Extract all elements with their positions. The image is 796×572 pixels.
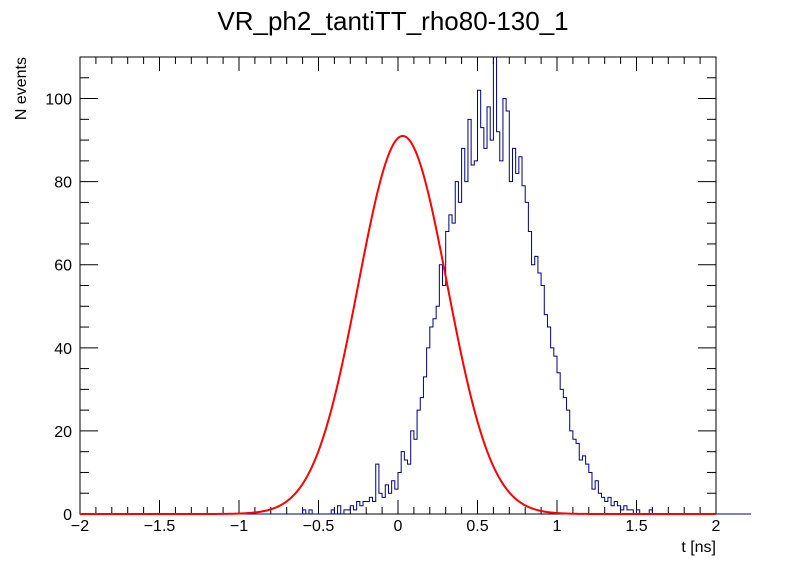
- y-tick-label: 80: [54, 175, 72, 192]
- histogram-bin: [430, 327, 433, 514]
- y-tick-label: 100: [45, 92, 72, 109]
- histogram-bin: [538, 273, 541, 514]
- histogram-bin: [353, 510, 356, 514]
- histogram-bin: [512, 148, 515, 514]
- histogram-bin: [525, 202, 528, 514]
- x-tick-label: −2: [71, 518, 89, 535]
- x-tick-label: −0.5: [303, 518, 335, 535]
- y-tick-label: 20: [54, 424, 72, 441]
- x-tick-label: 0.5: [466, 518, 488, 535]
- histogram-bin: [547, 327, 550, 514]
- axis-ticks: [79, 56, 717, 515]
- histogram-bin: [471, 165, 474, 514]
- histogram-bin: [484, 148, 487, 514]
- histogram-bin: [455, 182, 458, 514]
- histogram-bin: [541, 286, 544, 515]
- x-tick-label: 1: [553, 518, 562, 535]
- fit-curve: [80, 134, 716, 515]
- histogram-bin: [570, 431, 573, 514]
- x-tick-label: 1.5: [625, 518, 647, 535]
- x-axis-label: t [ns]: [681, 539, 716, 556]
- y-axis-label: N events: [13, 57, 30, 120]
- histogram-bin: [554, 356, 557, 514]
- histogram-bin: [532, 265, 535, 514]
- histogram-bin: [436, 306, 439, 514]
- histogram-bin: [408, 464, 411, 514]
- histogram-bin: [360, 506, 363, 514]
- histogram-bin: [433, 319, 436, 514]
- histogram-bin: [404, 460, 407, 514]
- histogram-bin: [465, 182, 468, 514]
- histogram-bin: [611, 506, 614, 514]
- x-tick-label: −1: [230, 518, 248, 535]
- histogram-bin: [481, 128, 484, 514]
- plot-frame: [79, 56, 717, 515]
- x-tick-label: −1.5: [144, 518, 176, 535]
- histogram-bin: [522, 186, 525, 514]
- histogram-bin: [516, 173, 519, 514]
- histogram-bin: [509, 182, 512, 514]
- histogram-bin: [551, 348, 554, 514]
- histogram-bin: [592, 489, 595, 514]
- y-tick-label: 60: [54, 258, 72, 275]
- histogram-bin: [573, 439, 576, 514]
- x-tick-label: 2: [712, 518, 721, 535]
- histogram-bin: [563, 398, 566, 514]
- histogram-bin: [528, 231, 531, 514]
- histogram-bin: [560, 389, 563, 514]
- histogram-bin: [557, 373, 560, 514]
- histogram-bin: [452, 223, 455, 514]
- histogram-bin: [497, 132, 500, 514]
- histogram-bin: [414, 439, 417, 514]
- histogram-bin: [388, 493, 391, 514]
- histogram-bin: [519, 157, 522, 514]
- histogram-bin: [579, 460, 582, 514]
- histogram-bin: [443, 286, 446, 515]
- y-tick-label: 40: [54, 341, 72, 358]
- y-tick-label: 0: [63, 507, 72, 524]
- chart-title: VR_ph2_tantiTT_rho80-130_1: [217, 6, 568, 36]
- histogram-bin: [500, 161, 503, 514]
- histogram-bin: [535, 256, 538, 514]
- histogram-bin: [474, 161, 477, 514]
- histogram-bin: [373, 502, 376, 514]
- histogram-bin: [544, 315, 547, 514]
- histogram-bin: [462, 148, 465, 514]
- x-tick-label: 0: [394, 518, 403, 535]
- histogram-bin: [420, 398, 423, 514]
- histogram-outline: [80, 56, 751, 515]
- histogram-bin: [449, 215, 452, 514]
